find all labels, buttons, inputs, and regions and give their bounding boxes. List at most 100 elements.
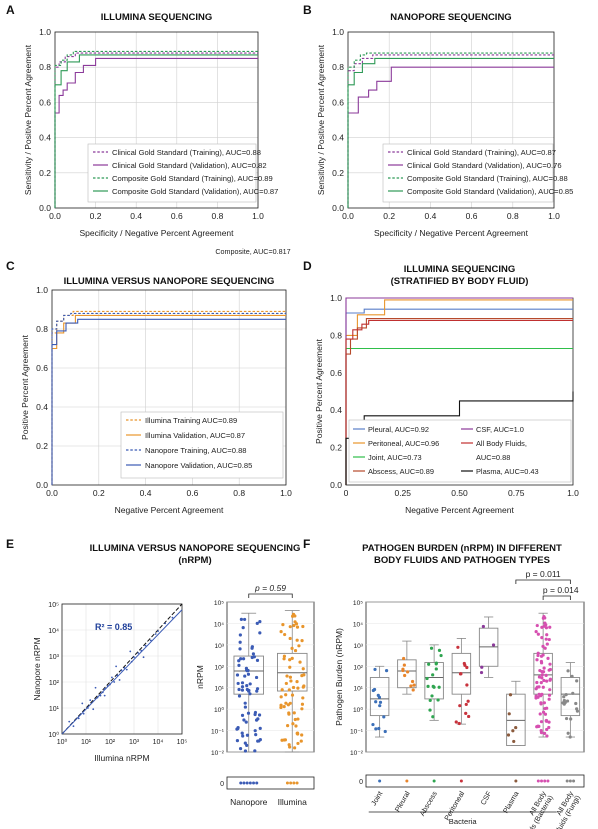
x-tick-label: 0.25: [394, 488, 411, 498]
data-point: [288, 625, 292, 629]
data-point: [287, 711, 291, 715]
y-tick-label: 0.2: [330, 443, 342, 453]
data-point: [293, 717, 297, 722]
y-tick-label: 0.4: [330, 405, 342, 415]
data-point: [465, 683, 469, 687]
x-tick-label: 1.0: [548, 211, 560, 221]
data-point: [292, 711, 296, 715]
y-tick-label: 0.0: [330, 480, 342, 490]
y-axis-label: Sensitivity / Positive Percent Agreement: [23, 44, 33, 195]
data-point: [288, 636, 292, 641]
y-tick-label: 0.8: [36, 324, 48, 334]
data-point: [538, 668, 542, 673]
data-point: [466, 699, 470, 703]
zero-frame: [365, 774, 585, 788]
scatter-point: [115, 665, 118, 668]
scatter-point: [144, 644, 147, 647]
panel-B: NANOPORE SEQUENCING 0.0 0.2 0.4 0.6 0.8 1.0 0.0…: [316, 12, 573, 238]
data-point: [539, 731, 544, 735]
data-point: [434, 662, 438, 666]
data-point: [258, 737, 262, 742]
data-point: [507, 712, 511, 716]
data-point: [544, 637, 548, 641]
data-point: [535, 680, 539, 685]
y-tick-label: 10⁻¹: [211, 729, 225, 736]
panel-title: ILLUMINA SEQUENCING: [101, 12, 213, 23]
x-tick-label: All BodyFluids (Bacteria): [514, 789, 555, 829]
y-tick-label: 0.6: [39, 97, 51, 107]
x-tick-label: CSF: [478, 789, 493, 806]
legend-entry: All Body Fluids,: [476, 439, 527, 448]
data-point: [568, 735, 572, 739]
data-point: [535, 658, 539, 662]
scatter-point: [81, 702, 84, 705]
data-point: [258, 726, 262, 730]
data-point: [540, 673, 544, 677]
data-point: [241, 657, 246, 661]
y-tick-label: 10⁻¹: [350, 729, 364, 736]
x-tick-label: 0.8: [233, 488, 245, 498]
zero-point: [405, 779, 409, 783]
data-point: [293, 614, 297, 618]
data-point: [541, 644, 545, 648]
zero-point: [285, 781, 289, 785]
data-point: [283, 738, 287, 742]
data-point: [240, 685, 245, 689]
data-point: [377, 726, 381, 731]
data-point: [288, 658, 292, 662]
composite-annotation: Composite, AUC=0.817: [215, 247, 290, 256]
scatter-point: [103, 694, 106, 697]
scatter-point: [106, 685, 109, 687]
scatter-point: [164, 622, 167, 625]
panel-E2: 10⁵ 10⁴ 10³ 10² 10¹ 10⁰ 10⁻¹ 10⁻² 0 nRPM Nanopore I…: [195, 583, 315, 807]
legend-entry: AUC=0.88: [476, 453, 510, 462]
data-point: [548, 625, 552, 629]
data-point: [508, 693, 513, 697]
y-tick-label: 10⁴: [353, 621, 363, 628]
scatter-point: [87, 707, 89, 709]
data-point: [242, 718, 246, 722]
data-point: [279, 629, 283, 634]
y-tick-label: 0.8: [39, 62, 51, 72]
data-point: [511, 729, 515, 733]
data-point: [467, 714, 471, 719]
data-point: [436, 698, 440, 702]
data-point: [284, 693, 288, 697]
scatter-point: [101, 691, 104, 694]
data-point: [246, 711, 251, 715]
y-tick-label: 0.8: [330, 330, 342, 340]
data-point: [246, 668, 250, 673]
data-point: [290, 646, 294, 650]
data-point: [465, 665, 469, 670]
y-tick-label: 10²: [214, 664, 224, 671]
data-point: [564, 692, 568, 697]
data-point: [402, 656, 406, 661]
data-point: [238, 633, 242, 637]
y-tick-label: 1.0: [330, 293, 342, 303]
data-point: [240, 713, 245, 717]
data-point: [431, 715, 435, 719]
data-point: [459, 672, 463, 676]
data-point: [571, 691, 575, 695]
y-tick-label: 0.0: [36, 480, 48, 490]
x-tick-label-line: Pleural: [393, 789, 412, 813]
data-point: [294, 724, 298, 728]
data-point: [429, 646, 434, 650]
data-point: [254, 675, 259, 680]
y-tick-label: 10³: [353, 643, 363, 650]
data-point: [290, 693, 295, 697]
data-point: [372, 687, 377, 692]
data-point: [244, 720, 248, 724]
y-tick-label: 10⁻²: [350, 750, 364, 757]
data-point: [564, 716, 569, 721]
x-tick-label: 0.8: [211, 211, 223, 221]
y-tick-label: 1.0: [36, 285, 48, 295]
data-point: [479, 670, 484, 675]
y-tick-label: 10²: [49, 680, 60, 687]
data-point: [373, 667, 377, 672]
x-tick-label: 0.6: [171, 211, 183, 221]
x-tick-label: 10¹: [81, 739, 92, 746]
data-point: [295, 638, 299, 642]
y-tick-label: 10⁵: [48, 602, 59, 609]
x-tick-label-line: Abscess: [417, 789, 439, 817]
